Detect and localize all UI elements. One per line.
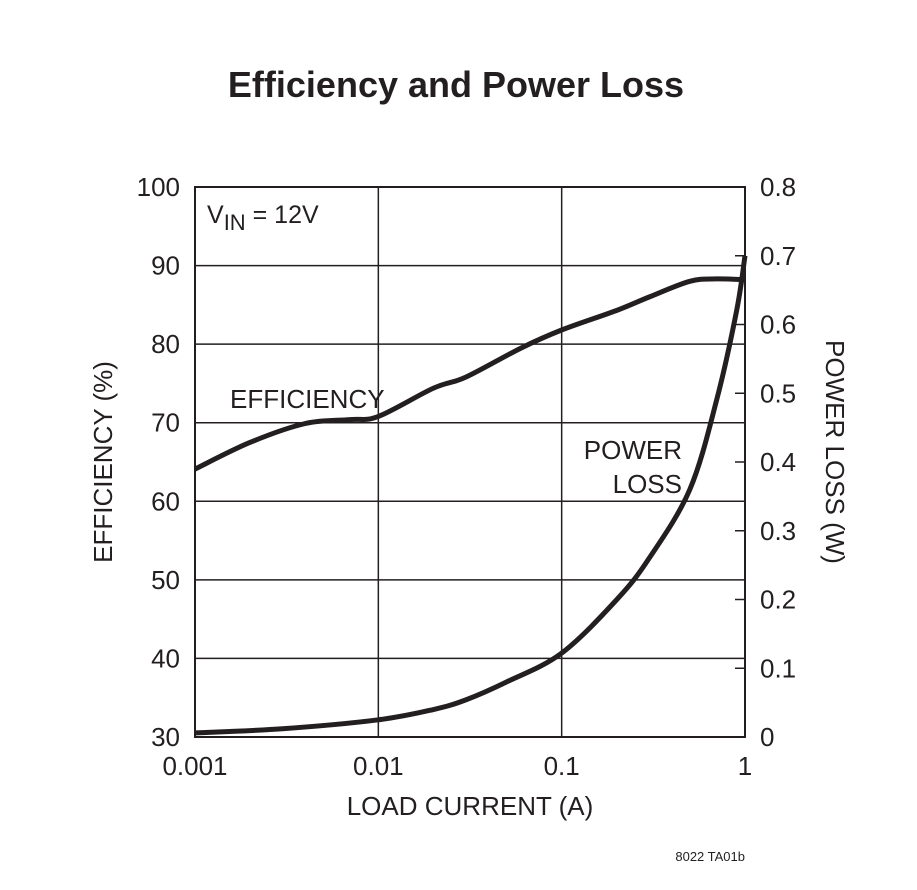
y-tick-label: 30	[151, 722, 180, 752]
x-tick-label: 0.001	[162, 751, 227, 781]
y2-tick-label: 0.2	[760, 585, 796, 615]
power-loss-label-2: LOSS	[613, 469, 682, 499]
power-loss-label-1: POWER	[584, 435, 682, 465]
y2-tick-label: 0.4	[760, 447, 796, 477]
y-tick-label: 100	[137, 172, 180, 202]
x-tick-label: 1	[738, 751, 752, 781]
annotation-vin: VIN = 12V	[207, 201, 319, 235]
y-axis-label: EFFICIENCY (%)	[88, 361, 118, 563]
x-axis-label: LOAD CURRENT (A)	[347, 791, 594, 821]
tick-labels: 0.001 0.01 0.1 1 30 40 50 60 70 80 90 100 0 0.1 0.2 0.3…	[137, 172, 797, 781]
y-tick-label: 50	[151, 565, 180, 595]
chart-title: Efficiency and Power Loss	[228, 64, 684, 105]
y2-tick-label: 0.5	[760, 378, 796, 408]
efficiency-label: EFFICIENCY	[230, 384, 385, 414]
y-tick-label: 80	[151, 329, 180, 359]
y2-tick-label: 0.8	[760, 172, 796, 202]
series-line-power-loss	[194, 255, 748, 736]
y-tick-label: 90	[151, 251, 180, 281]
y2-tick-label: 0.7	[760, 241, 796, 271]
y2-tick-label: 0.1	[760, 653, 796, 683]
y-tick-label: 40	[151, 643, 180, 673]
y2-axis-label: POWER LOSS (W)	[820, 340, 850, 564]
series-line-efficiency	[193, 276, 746, 472]
y2-tick-label: 0.3	[760, 516, 796, 546]
y2-tick-label: 0	[760, 722, 774, 752]
x-tick-label: 0.01	[353, 751, 404, 781]
y2-tick-label: 0.6	[760, 310, 796, 340]
series	[193, 255, 748, 736]
y-tick-label: 60	[151, 486, 180, 516]
x-tick-label: 0.1	[544, 751, 580, 781]
footer-code: 8022 TA01b	[675, 849, 745, 864]
y-tick-label: 70	[151, 408, 180, 438]
